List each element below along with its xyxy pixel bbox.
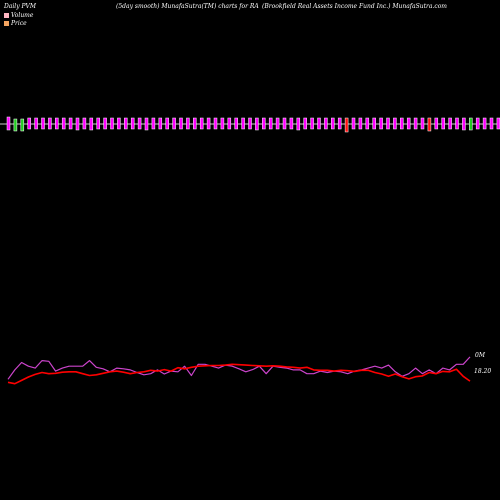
- volume-bar: [296, 117, 301, 131]
- volume-bar: [434, 117, 439, 130]
- volume-bar: [289, 117, 294, 130]
- smooth-line: [7, 356, 471, 380]
- volume-bar: [282, 117, 287, 130]
- chart-title: (5day smooth) MunafaSutra(TM) charts for…: [116, 3, 259, 10]
- volume-bar: [186, 117, 190, 130]
- volume-bar: [400, 117, 404, 130]
- volume-bar: [331, 117, 335, 130]
- volume-bar: [227, 117, 232, 130]
- volume-bar: [482, 117, 487, 130]
- volume-bar: [144, 117, 149, 131]
- volume-bar: [372, 117, 376, 130]
- volume-bar: [475, 117, 480, 130]
- volume-bar: [469, 117, 473, 131]
- volume-bar: [234, 117, 238, 130]
- volume-bar: [27, 117, 31, 130]
- volume-bar: [89, 117, 94, 131]
- legend-volume-swatch: [4, 13, 9, 18]
- legend-volume-label: Volume: [11, 12, 34, 19]
- volume-bar: [137, 117, 142, 130]
- chart-label-left: Daily PVM: [4, 3, 37, 10]
- legend-price-label: Price: [11, 20, 27, 27]
- volume-bar: [165, 117, 169, 130]
- volume-bar: [379, 117, 383, 130]
- volume-bar: [41, 117, 45, 130]
- volume-bar: [427, 117, 432, 132]
- chart-source: (Brookfield Real Assets Income Fund Inc.…: [262, 3, 448, 10]
- legend-volume: Volume: [4, 12, 33, 19]
- volume-bar: [220, 117, 225, 130]
- volume-bar: [158, 117, 163, 130]
- volume-bar: [34, 117, 38, 130]
- volume-bar: [96, 117, 100, 130]
- volume-bar: [241, 117, 245, 130]
- volume-bar: [206, 117, 211, 130]
- volume-bar: [255, 117, 259, 131]
- volume-bar: [103, 117, 107, 130]
- volume-bar: [344, 117, 349, 133]
- volume-value-label: 0M: [475, 352, 485, 359]
- volume-bar: [496, 117, 500, 130]
- volume-bar: [68, 117, 73, 130]
- volume-bar: [213, 117, 218, 130]
- price-lines: [7, 356, 471, 385]
- volume-bar: [268, 117, 273, 130]
- volume-bar: [489, 117, 494, 130]
- volume-bar: [275, 117, 280, 130]
- volume-bar: [448, 117, 452, 130]
- volume-bar: [351, 117, 356, 130]
- volume-bar: [55, 117, 59, 130]
- volume-bar: [441, 117, 445, 130]
- volume-bar: [337, 117, 342, 130]
- volume-bar: [406, 117, 411, 130]
- volume-bar: [248, 117, 252, 130]
- volume-bar: [75, 117, 80, 131]
- volume-bar: [262, 117, 266, 130]
- volume-bar: [6, 116, 11, 131]
- volume-bar: [358, 117, 363, 130]
- volume-bar: [110, 117, 114, 130]
- legend-price-swatch: [4, 21, 9, 26]
- price-value-label: 18.20: [474, 368, 492, 375]
- volume-bar: [386, 117, 390, 130]
- volume-bar: [117, 117, 121, 130]
- price-line: [7, 363, 471, 385]
- volume-bar: [303, 117, 307, 130]
- volume-bar: [365, 117, 370, 130]
- volume-bar: [317, 117, 321, 130]
- volume-bar: [420, 117, 425, 130]
- volume-bar: [20, 118, 25, 132]
- volume-bar: [82, 117, 87, 130]
- volume-bar: [455, 117, 459, 130]
- volume-bar: [179, 117, 183, 130]
- volume-bar: [413, 117, 418, 130]
- volume-bar: [199, 117, 204, 130]
- volume-bar: [193, 117, 197, 130]
- volume-bars: [6, 116, 500, 133]
- volume-bar: [48, 117, 52, 130]
- volume-bar: [310, 117, 314, 130]
- volume-bar: [124, 117, 128, 130]
- volume-bar: [324, 117, 328, 130]
- volume-bar: [13, 118, 18, 132]
- volume-bar: [462, 117, 466, 131]
- volume-bar: [130, 117, 135, 130]
- volume-bar: [172, 117, 176, 130]
- legend-price: Price: [4, 20, 27, 27]
- volume-bar: [393, 117, 397, 130]
- volume-bar: [151, 117, 156, 130]
- volume-bar: [61, 117, 66, 130]
